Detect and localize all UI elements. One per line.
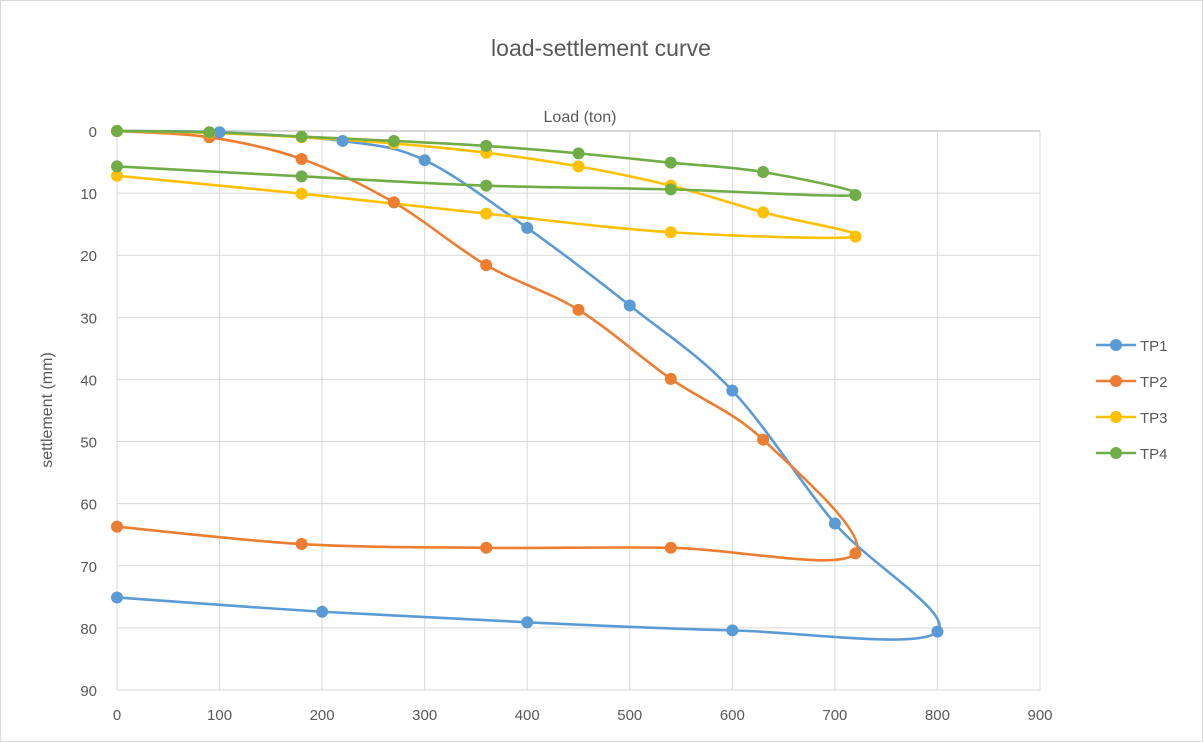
data-point-tp4 (480, 139, 493, 152)
tick-labels: 0 100 200 300 400 500 600 700 800 900 0 10 20 30 40 50 6… (80, 124, 1052, 724)
data-point-tp2 (111, 520, 123, 533)
data-point-tp3 (757, 206, 770, 219)
data-point-tp2 (664, 372, 677, 385)
legend-marker-tp4 (1110, 447, 1122, 459)
x-axis-label: Load (ton) (544, 109, 617, 126)
data-point-tp2 (572, 303, 585, 316)
y-tick-label: 80 (80, 621, 97, 638)
data-point-tp4 (295, 170, 308, 183)
data-point-tp4 (849, 188, 862, 201)
y-tick-label: 30 (80, 310, 97, 327)
series-line-tp2 (115, 129, 859, 562)
data-point-tp3 (849, 230, 862, 243)
legend-label-tp1: TP1 (1140, 338, 1168, 355)
x-tick-label: 200 (310, 707, 335, 724)
data-point-tp3 (111, 169, 123, 182)
data-point-tp1 (336, 134, 349, 147)
series-line-tp1 (115, 129, 941, 641)
data-point-tp2 (295, 538, 308, 551)
data-point-tp4 (111, 125, 123, 137)
legend-label-tp3: TP3 (1140, 410, 1168, 427)
data-point-tp3 (480, 207, 493, 220)
y-tick-label: 90 (80, 683, 97, 700)
data-point-tp2 (480, 259, 493, 272)
series-line-tp4 (115, 129, 859, 197)
data-point-tp1 (111, 591, 123, 604)
x-tick-label: 900 (1027, 707, 1052, 724)
legend-marker-tp1 (1110, 339, 1122, 351)
data-point-tp1 (726, 624, 739, 637)
data-point-tp2 (387, 196, 400, 209)
y-tick-label: 40 (80, 372, 97, 389)
data-point-tp2 (757, 433, 770, 446)
x-tick-label: 800 (925, 707, 950, 724)
y-tick-label: 70 (80, 559, 97, 576)
data-point-tp1 (521, 616, 534, 629)
data-point-tp1 (828, 517, 841, 530)
data-point-tp2 (480, 541, 493, 554)
data-point-tp2 (295, 152, 308, 165)
x-tick-label: 0 (113, 707, 121, 724)
data-point-tp3 (572, 160, 585, 173)
data-point-tp1 (521, 221, 534, 234)
legend-label-tp4: TP4 (1140, 446, 1168, 463)
data-point-tp4 (572, 147, 585, 160)
y-tick-label: 50 (80, 435, 97, 452)
data-point-tp1 (726, 384, 739, 397)
data-point-tp1 (623, 299, 636, 312)
y-tick-label: 20 (80, 248, 97, 265)
series-points (111, 125, 944, 638)
data-point-tp4 (203, 126, 216, 139)
legend: TP1 TP2 TP3 TP4 (1096, 338, 1168, 463)
data-point-tp1 (213, 126, 226, 139)
legend-marker-tp3 (1110, 411, 1122, 423)
y-tick-label: 10 (80, 186, 97, 203)
x-tick-label: 500 (617, 707, 642, 724)
legend-marker-tp2 (1110, 375, 1122, 387)
data-point-tp4 (757, 165, 770, 178)
y-tick-label: 0 (89, 124, 97, 141)
data-point-tp3 (295, 187, 308, 200)
x-tick-label: 300 (412, 707, 437, 724)
y-axis-label: settlement (mm) (39, 352, 56, 468)
x-tick-label: 100 (207, 707, 232, 724)
data-point-tp4 (480, 179, 493, 192)
data-point-tp1 (418, 154, 431, 167)
data-point-tp4 (387, 134, 400, 147)
x-tick-label: 600 (720, 707, 745, 724)
data-point-tp4 (295, 130, 308, 143)
chart-title: load-settlement curve (491, 35, 711, 61)
x-tick-label: 400 (515, 707, 540, 724)
x-tick-label: 700 (822, 707, 847, 724)
data-point-tp4 (111, 160, 123, 173)
data-point-tp1 (316, 605, 329, 618)
data-point-tp2 (849, 547, 862, 560)
data-point-tp3 (664, 226, 677, 239)
legend-label-tp2: TP2 (1140, 374, 1168, 391)
data-point-tp4 (664, 183, 677, 196)
y-tick-label: 60 (80, 497, 97, 514)
data-point-tp1 (931, 625, 944, 638)
data-point-tp2 (664, 541, 677, 554)
data-point-tp4 (664, 156, 677, 169)
series-lines (115, 129, 941, 641)
